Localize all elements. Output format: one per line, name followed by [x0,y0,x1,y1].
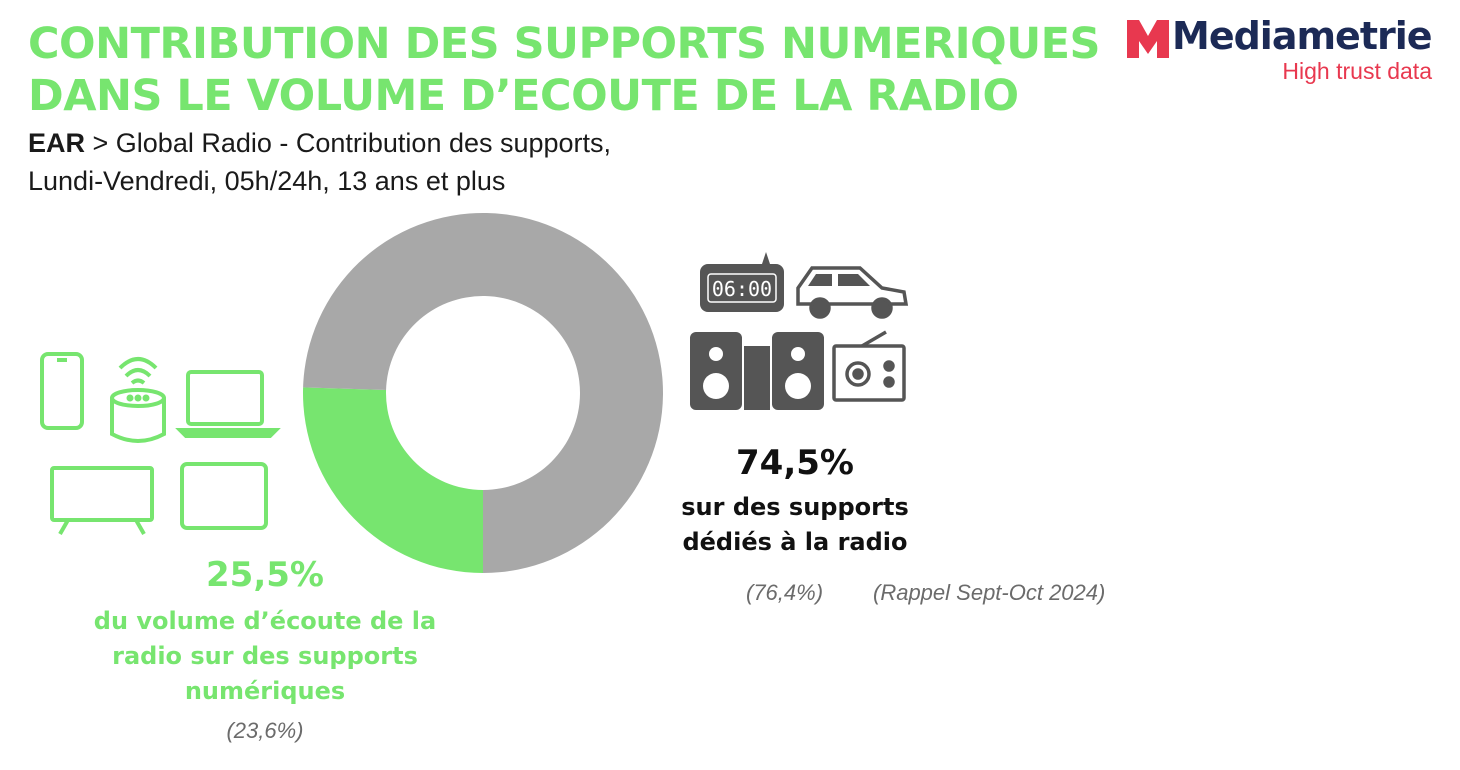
rappel-note: (Rappel Sept-Oct 2024) [873,580,1106,605]
title-line-1: CONTRIBUTION DES SUPPORTS NUMERIQUES [28,19,1101,69]
subtitle-line-1-rest: > Global Radio - Contribution des suppor… [85,128,612,158]
donut-slice-digital [303,387,483,573]
page-title: CONTRIBUTION DES SUPPORTS NUMERIQUES DAN… [28,18,1108,122]
smartphone-icon [40,352,84,430]
logo-wordmark: Mediametrie [1172,14,1433,58]
digital-share-value: 25,5% [206,555,324,595]
hifi-speakers-icon [690,332,824,410]
digital-previous-value: (23,6%) [226,718,304,743]
mediametrie-logo: Mediametrie High trust data [1122,12,1442,87]
subtitle-source: EAR [28,128,86,158]
digital-share-description: du volume d’écoute de la radio sur des s… [70,604,460,709]
car-icon [796,266,909,319]
radio-alarm-clock-icon: 06:00 [700,252,784,312]
dedicated-desc-line-2: dédiés à la radio [682,528,908,556]
digital-desc-line-1: du volume d’écoute de la [93,607,437,635]
radio-set-icon [832,330,906,402]
digital-icons-group [40,352,281,535]
smart-speaker-icon [110,357,166,443]
subtitle-line-1: EAR > Global Radio - Contribution des su… [28,124,611,162]
donut-slice-dedicated [303,213,663,574]
dedicated-previous-value: (76,4%) [746,580,824,605]
laptop-icon [175,370,281,438]
logo-tagline: High trust data [1282,58,1432,84]
logo-mark-icon [1127,20,1169,58]
clock-display-text: 06:00 [712,277,772,301]
digital-desc-line-3: numériques [184,677,346,705]
dedicated-desc-line-1: sur des supports [681,493,909,521]
subtitle: EAR > Global Radio - Contribution des su… [28,124,611,200]
tv-icon [50,466,154,535]
tablet-icon [180,462,268,530]
dedicated-icons-group: 06:00 [690,252,909,410]
digital-desc-line-2: radio sur des supports [112,642,418,670]
subtitle-line-2: Lundi-Vendredi, 05h/24h, 13 ans et plus [28,166,506,196]
dedicated-share-value: 74,5% [736,443,854,483]
donut-chart [303,213,663,574]
title-line-2: DANS LE VOLUME D’ECOUTE DE LA RADIO [28,71,1019,121]
dedicated-share-description: sur des supports dédiés à la radio [640,490,950,560]
